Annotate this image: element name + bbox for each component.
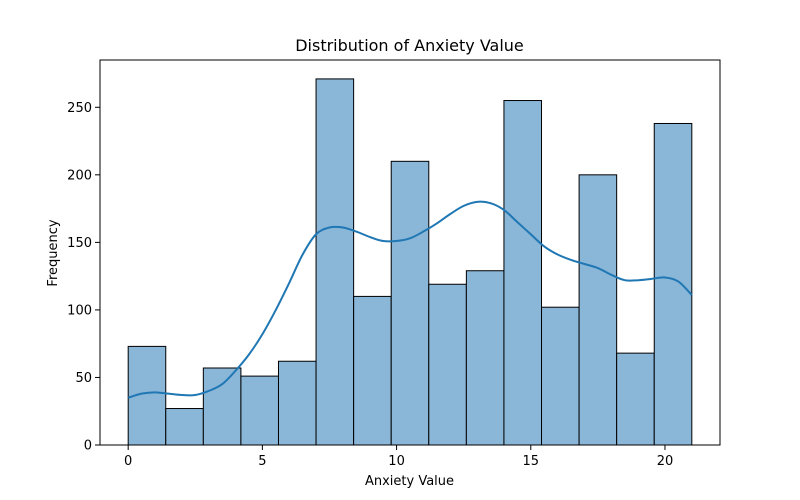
plot-frame bbox=[99, 59, 721, 446]
histogram-bar-13 bbox=[616, 352, 655, 446]
histogram-bar-8 bbox=[428, 283, 467, 446]
y-tick-label: 150 bbox=[67, 236, 92, 251]
histogram-bar-9 bbox=[465, 270, 505, 446]
y-tick-label: 200 bbox=[67, 168, 92, 183]
histogram-bar-10 bbox=[503, 100, 543, 446]
histogram-bar-11 bbox=[541, 306, 580, 446]
histogram-bar-14 bbox=[653, 122, 693, 446]
histogram-bar-12 bbox=[578, 174, 618, 446]
y-tick-label: 0 bbox=[84, 439, 92, 454]
histogram-bar-7 bbox=[390, 160, 430, 446]
x-tick-label: 10 bbox=[388, 454, 405, 469]
histogram-bar-6 bbox=[353, 295, 392, 446]
histogram-bar-5 bbox=[315, 78, 355, 446]
y-axis-title: Frequency bbox=[46, 219, 61, 286]
kde-curve bbox=[127, 200, 693, 399]
chart-title: Distribution of Anxiety Value bbox=[295, 36, 524, 55]
histogram-bar-1 bbox=[165, 408, 204, 446]
histogram-bar-3 bbox=[240, 375, 279, 446]
x-tick-label: 15 bbox=[523, 454, 540, 469]
x-tick-label: 20 bbox=[657, 454, 674, 469]
bars-layer bbox=[127, 78, 693, 446]
y-tick-label: 100 bbox=[67, 303, 92, 318]
x-tick-label: 0 bbox=[124, 454, 132, 469]
histogram-bar-2 bbox=[202, 367, 242, 446]
x-tick-label: 5 bbox=[258, 454, 266, 469]
histogram-bar-4 bbox=[277, 360, 317, 446]
y-tick-label: 250 bbox=[67, 101, 92, 116]
x-axis-title: Anxiety Value bbox=[365, 474, 454, 489]
y-tick-label: 50 bbox=[75, 371, 92, 386]
